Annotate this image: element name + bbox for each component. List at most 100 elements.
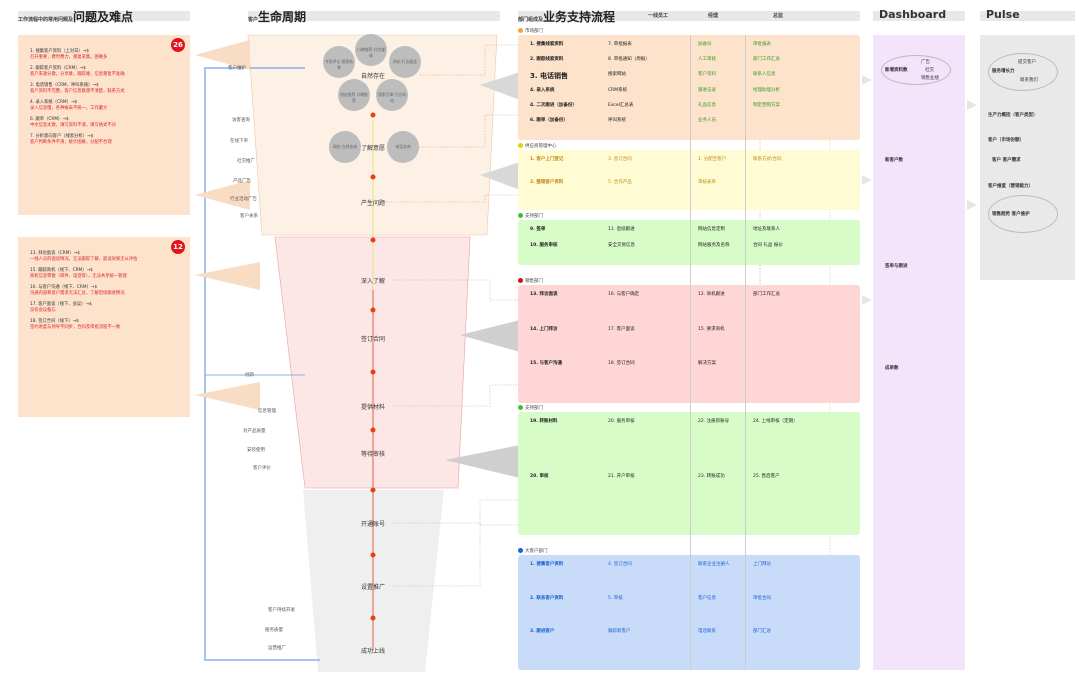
flame-icons (370, 112, 376, 621)
process-step[interactable]: 客户信息 (698, 595, 716, 601)
process-step[interactable]: 联系人信息 (753, 72, 776, 78)
issue-title: 1. 搜集客户资料（上对日）→$ (30, 49, 90, 54)
process-step[interactable]: 审核表单 (698, 180, 716, 185)
process-step[interactable]: 3. 电话销售 (530, 72, 568, 81)
process-step[interactable]: 25. 售后客户 (753, 473, 780, 479)
process-step[interactable]: 解决方案 (698, 361, 716, 367)
process-step[interactable]: 12. 商机跟进 (698, 292, 725, 297)
process-step[interactable]: 上门拜访 (753, 562, 771, 567)
process-step[interactable]: 部门汇总 (753, 629, 771, 635)
process-step[interactable]: 部门工作汇总 (753, 57, 780, 63)
touchpoint-label: 在线下单 (230, 139, 248, 144)
lifecycle-stage[interactable]: 深入了解 (360, 278, 386, 285)
process-step[interactable]: 1. 搜集线索资料 (530, 42, 564, 47)
process-step[interactable]: 10. 服务审核 (530, 242, 558, 248)
process-step[interactable]: 业务人员 (698, 117, 716, 123)
channel-bubble: 朋友推荐 口碑推荐 (340, 92, 368, 103)
process-step[interactable]: 18. 签订合同 (608, 361, 635, 367)
process-step[interactable]: 1. 搜集客户资料 (530, 562, 564, 567)
process-header: 部门组成及业务支持流程 一线员工 经理 总监 (518, 10, 860, 24)
process-step[interactable]: 审批报表 (753, 42, 771, 47)
arrow-to-issues-1 (195, 40, 250, 70)
issue-desc: 商机信息零散（邮件、电话等），无法共享统一管理 (30, 274, 127, 279)
process-step[interactable]: 跟进记录 (698, 87, 716, 93)
process-step[interactable]: 8. 审批通知（周报） (608, 57, 650, 63)
section-label: 大客户部门 (518, 548, 548, 554)
process-step[interactable]: 地址及联系人 (753, 227, 780, 232)
process-step[interactable]: 4. 二次跟进（加备份） (530, 102, 577, 108)
process-step[interactable]: 联系方式/合同 (753, 157, 782, 162)
lifecycle-stage[interactable]: 产生问题 (360, 200, 386, 207)
section-dot-icon (518, 143, 523, 148)
process-step[interactable]: CRM系统 (608, 87, 628, 93)
issue-item: 17. 客户面谈（线下、会议）→$ 没有会议备忘 (30, 302, 182, 314)
process-step[interactable]: 跟踪新客户 (608, 629, 631, 635)
process-step[interactable]: 11. 后续跟进 (608, 227, 635, 232)
process-step[interactable]: 5. 审核 (608, 595, 623, 601)
process-step[interactable]: 礼品信息 (698, 102, 716, 108)
process-step[interactable]: 3. 签订合同 (608, 157, 632, 162)
process-step[interactable]: 加备份 (698, 42, 712, 47)
process-step[interactable]: 1. 分配至客户 (698, 157, 727, 162)
lifecycle-stage[interactable]: 设置推广 (360, 584, 386, 591)
process-step[interactable]: 电话联系 (698, 629, 716, 635)
channel-bubble: 网站 在线咨询 (333, 144, 357, 149)
process-step[interactable]: 制定营销方案 (753, 102, 780, 108)
process-step[interactable]: 13. 拜访面谈 (530, 292, 558, 297)
process-step[interactable]: 17. 客户面谈 (608, 326, 635, 332)
process-step[interactable]: 网站信息定制 (698, 227, 725, 232)
process-step[interactable]: 6. 跟单（加备份） (530, 117, 568, 123)
process-step[interactable]: 呼叫系统 (608, 117, 626, 123)
process-step[interactable]: 2. 整理客户资料 (530, 180, 564, 185)
process-step[interactable]: 21. 开户审核 (608, 473, 635, 479)
issue-desc: 客户来源分散，分享难，跟踪难，信息重复不准确 (30, 72, 125, 77)
lifecycle-stage[interactable]: 提供材料 (360, 404, 386, 411)
process-step[interactable]: 3. 跟进客户 (530, 629, 555, 635)
process-step[interactable]: 20. 服务审核 (608, 419, 635, 424)
process-step[interactable]: 9. 签单 (530, 227, 546, 232)
process-step[interactable]: 20. 审核 (530, 473, 549, 479)
issue-title: 6. 跟单（CRM）→$ (30, 117, 69, 122)
lifecycle-stage[interactable]: 签订合同 (360, 336, 386, 343)
process-step[interactable]: 客户资料 (698, 72, 716, 78)
process-step[interactable]: 搜索网站 (608, 72, 626, 78)
process-step[interactable]: 7. 审批报表 (608, 42, 632, 47)
process-step[interactable]: 合同 礼品 报价 (753, 242, 783, 248)
process-step[interactable]: 4. 录入系统 (530, 87, 555, 93)
issue-item: 18. 签订合同（线下）→$ 签约进度与领导不同步，合同及审批流程不一致 (30, 319, 182, 331)
process-step[interactable]: 23. 转账成功 (698, 473, 725, 479)
section-label: 供应商管理中心 (518, 143, 557, 149)
process-step[interactable]: 24. 上线审核（定期） (753, 419, 798, 424)
process-step[interactable]: Excel汇总表 (608, 102, 634, 108)
arrow-from-process-1 (480, 72, 520, 100)
process-step[interactable]: 1. 客户上门登记 (530, 157, 564, 162)
process-step[interactable]: 部门工作汇总 (753, 292, 780, 297)
process-step[interactable]: 14. 上门拜访 (530, 326, 558, 332)
process-step[interactable]: 安全交易信息 (608, 242, 635, 248)
lifecycle-stage[interactable]: 成功上线 (360, 648, 386, 655)
process-step[interactable]: 19. 转账材料 (530, 419, 558, 424)
process-step[interactable]: 审批合同 (753, 595, 771, 601)
lifecycle-stage[interactable]: 了解意愿 (360, 145, 386, 152)
lifecycle-stage[interactable]: 等待审核 (360, 451, 386, 458)
process-step[interactable]: 2. 联系客户资料 (530, 595, 564, 601)
process-step[interactable]: 22. 注册新账号 (698, 419, 730, 424)
process-step[interactable]: 人工审核 (698, 57, 716, 63)
lifecycle-stage[interactable]: 开通账号 (360, 521, 386, 528)
issue-desc: 签约进度与领导不同步，合同及审批流程不一致 (30, 325, 121, 330)
process-step[interactable]: 15. 与客户沟通 (530, 361, 563, 367)
process-step[interactable]: 联系企业注册人 (698, 562, 730, 567)
process-step[interactable]: 经理助理分析 (753, 87, 780, 93)
process-step[interactable]: 15. 要求商机 (698, 326, 725, 332)
issue-title: 17. 客户面谈（线下、会议）→$ (30, 302, 92, 307)
issue-title: 4. 录入系统（CRM）→$ (30, 100, 78, 105)
process-step[interactable]: 2. 跟踪线索资料 (530, 57, 564, 63)
process-step[interactable]: 16. 与客户确定 (608, 292, 640, 297)
process-step[interactable]: 网站服务及名称 (698, 242, 730, 248)
touchpoint-label: 对产品质量 (243, 429, 266, 434)
funnel-mid (274, 236, 471, 489)
process-step[interactable]: 5. 合作产品 (608, 180, 632, 185)
lifecycle-stage[interactable]: 自然存在 (360, 73, 386, 80)
process-step[interactable]: 4. 签订合同 (608, 562, 632, 567)
